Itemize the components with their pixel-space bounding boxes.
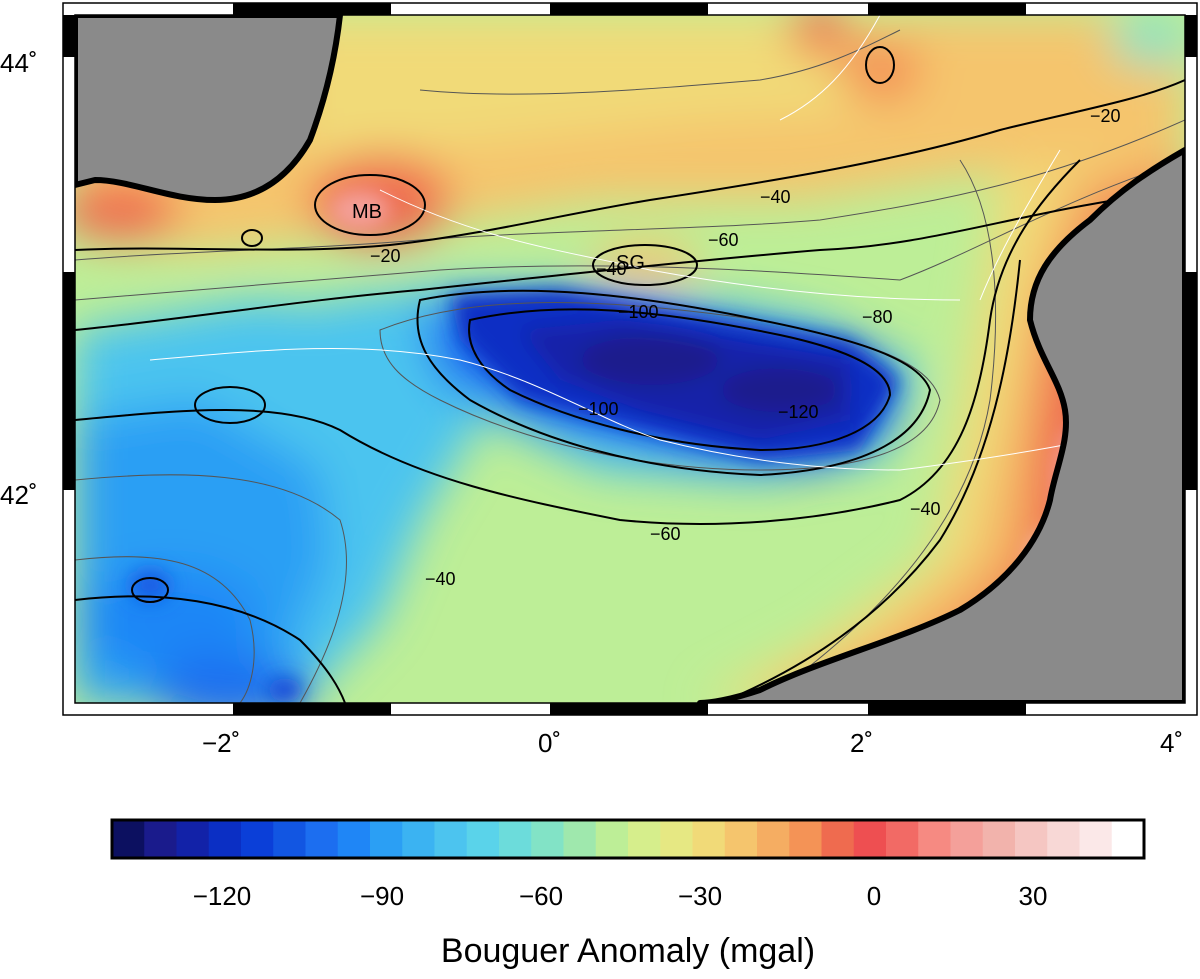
contour-label: −100 [618, 302, 659, 322]
colorbar: −120 −90 −60 −30 0 30 Bouguer Anomaly (mgal) [110, 818, 1146, 970]
feature-label-group: MB SG [352, 201, 645, 274]
colorbar-tick-label: −90 [360, 881, 404, 911]
colorbar-tick-label: −60 [519, 881, 563, 911]
map-panel: −20 −20 −40 −40 −40 −40 −60 −60 −80 −100… [0, 2, 1198, 758]
colorbar-swatch [853, 820, 887, 858]
contour-label: −100 [578, 399, 619, 419]
colorbar-swatch [1015, 820, 1048, 858]
colorbar-swatch [466, 820, 500, 858]
fault-lines [149, 15, 1091, 471]
colorbar-tick-label: 30 [1019, 881, 1048, 911]
axis-labels: 44˚ 42˚ −2˚ 0˚ 2˚ 4˚ [0, 48, 1183, 758]
colorbar-swatch [208, 820, 242, 858]
colorbar-swatch [337, 820, 371, 858]
colorbar-ticks: −120 −90 −60 −30 0 30 [193, 881, 1048, 911]
colorbar-swatch [789, 820, 823, 858]
colorbar-swatch [886, 820, 919, 858]
colorbar-swatch [370, 820, 403, 858]
colorbar-swatch [176, 820, 210, 858]
contour-label: −20 [370, 246, 401, 266]
colorbar-frame [110, 818, 1146, 860]
colorbar-swatch [402, 820, 436, 858]
contour-label: −40 [760, 187, 791, 207]
colorbar-swatch [144, 820, 178, 858]
colorbar-swatch [112, 820, 145, 858]
colorbar-swatch [821, 820, 855, 858]
anomaly-field [75, 15, 1185, 703]
land-catalonia [697, 147, 1185, 703]
bold-contours [75, 46, 1185, 703]
colorbar-tick-label: −120 [193, 881, 252, 911]
colorbar-swatch [241, 820, 274, 858]
lon-tick-label: −2˚ [202, 728, 240, 758]
colorbar-swatch [595, 820, 629, 858]
colorbar-tick-label: 0 [867, 881, 881, 911]
colorbar-swatch [757, 820, 790, 858]
colorbar-swatch [982, 820, 1016, 858]
contour-label: −40 [425, 569, 456, 589]
colorbar-swatch [563, 820, 597, 858]
colorbar-swatch [1111, 820, 1145, 858]
colorbar-swatch [273, 820, 307, 858]
colorbar-title: Bouguer Anomaly (mgal) [441, 932, 815, 970]
colorbar-swatch [434, 820, 468, 858]
feature-label-mb: MB [352, 201, 382, 223]
lat-tick-label: 44˚ [0, 48, 38, 78]
colorbar-swatch [660, 820, 694, 858]
contour-label: −80 [862, 307, 893, 327]
colorbar-swatch [628, 820, 661, 858]
colorbar-swatch [531, 820, 565, 858]
colorbar-swatch [692, 820, 726, 858]
colorbar-swatch [305, 820, 339, 858]
lon-tick-label: 2˚ [850, 728, 873, 758]
colorbar-swatch [918, 820, 952, 858]
land-france-spain-north [75, 15, 343, 203]
colorbar-swatch [724, 820, 758, 858]
contour-label: −60 [650, 524, 681, 544]
lon-tick-label: 4˚ [1160, 728, 1183, 758]
lat-tick-label: 42˚ [0, 480, 38, 510]
map-frame [62, 2, 1198, 716]
feature-label-sg: SG [616, 252, 645, 274]
colorbar-swatches [112, 820, 1145, 858]
contour-label: −40 [596, 259, 627, 279]
colorbar-swatch [499, 820, 532, 858]
colorbar-swatch [950, 820, 984, 858]
colorbar-swatch [1047, 820, 1081, 858]
contour-label-group: −20 −20 −40 −40 −40 −40 −60 −60 −80 −100… [370, 106, 1121, 589]
colorbar-tick-label: −30 [678, 881, 722, 911]
contour-label: −20 [1090, 106, 1121, 126]
contour-label: −60 [708, 230, 739, 250]
contour-label: −40 [910, 499, 941, 519]
colorbar-swatch [1079, 820, 1113, 858]
lon-tick-label: 0˚ [538, 728, 561, 758]
thin-contours [75, 29, 1185, 703]
land-masses [75, 15, 1185, 703]
contour-label: −120 [778, 402, 819, 422]
